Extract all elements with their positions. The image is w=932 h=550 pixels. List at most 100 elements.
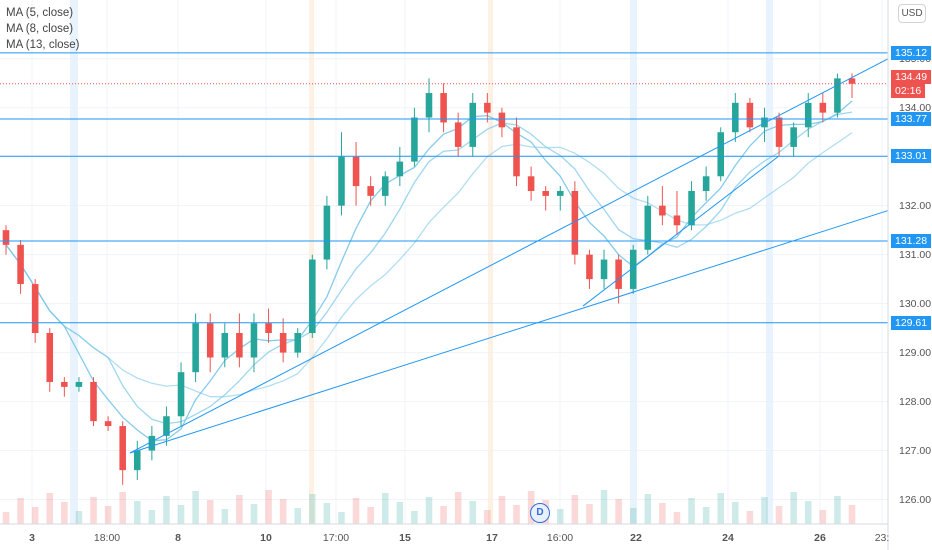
volume-bar	[236, 495, 243, 524]
candle-body[interactable]	[177, 372, 185, 417]
trend-lines[interactable]	[129, 58, 889, 454]
candle-body[interactable]	[338, 156, 345, 206]
candle-body[interactable]	[702, 176, 710, 191]
candle-body[interactable]	[133, 450, 141, 471]
volume-bar	[484, 510, 491, 524]
candle-body[interactable]	[31, 284, 39, 334]
price-tick-label: 132.00	[899, 199, 932, 212]
countdown-tag: 02:16	[891, 83, 926, 98]
moving-average-lines	[5, 100, 853, 442]
volume-bar	[163, 496, 170, 524]
volume-bar	[469, 501, 477, 524]
candle-body[interactable]	[352, 156, 360, 187]
candle-body[interactable]	[804, 102, 812, 128]
candle-body[interactable]	[775, 117, 783, 147]
volume-bar	[381, 493, 389, 524]
price-tick-label: 131.00	[899, 248, 932, 261]
volume-bar	[571, 495, 579, 524]
dividend-marker[interactable]: D	[530, 503, 550, 523]
candle-body[interactable]	[75, 381, 83, 387]
candle-body[interactable]	[221, 333, 229, 358]
currency-button[interactable]: USD	[898, 4, 926, 23]
ma-5-line	[5, 100, 853, 442]
volume-bar	[848, 505, 856, 524]
chart-grid	[0, 0, 888, 524]
candle-body[interactable]	[848, 78, 856, 84]
candle-body[interactable]	[46, 333, 54, 382]
candle-body[interactable]	[454, 122, 462, 147]
volume-bar	[615, 499, 622, 524]
candle-body[interactable]	[629, 249, 637, 289]
legend-ma8[interactable]: MA (8, close)	[6, 23, 74, 35]
candle-body[interactable]	[498, 112, 506, 128]
candle-body[interactable]	[834, 78, 841, 113]
candle-body[interactable]	[367, 186, 374, 196]
trend-line[interactable]	[129, 58, 889, 454]
candle-body[interactable]	[17, 244, 24, 285]
current-price-tag: 134.49	[891, 69, 932, 84]
candle-body[interactable]	[673, 215, 681, 226]
candlesticks[interactable]	[2, 73, 856, 485]
candle-body[interactable]	[396, 161, 404, 177]
time-tick-label: 24	[722, 532, 734, 544]
time-tick-label: 3	[29, 532, 35, 544]
candle-body[interactable]	[206, 323, 214, 358]
candle-body[interactable]	[469, 102, 477, 147]
candle-body[interactable]	[556, 190, 564, 196]
price-tick-label: 129.00	[899, 346, 932, 359]
candle-body[interactable]	[411, 117, 418, 162]
candle-body[interactable]	[279, 333, 287, 353]
volume-bar	[338, 512, 345, 524]
volume-bar	[819, 510, 827, 524]
candle-body[interactable]	[163, 416, 170, 436]
horizontal-levels[interactable]	[0, 52, 888, 324]
candle-body[interactable]	[484, 102, 491, 113]
candle-body[interactable]	[148, 435, 156, 451]
candle-body[interactable]	[192, 323, 199, 373]
volume-bar	[586, 504, 593, 524]
candle-body[interactable]	[250, 323, 258, 358]
candle-body[interactable]	[425, 93, 433, 118]
volume-bar	[790, 492, 797, 524]
candle-body[interactable]	[294, 333, 302, 353]
candle-body[interactable]	[265, 323, 272, 334]
volume-bar	[717, 493, 725, 524]
candle-body[interactable]	[717, 132, 725, 177]
candle-body[interactable]	[732, 102, 739, 133]
candle-body[interactable]	[659, 205, 666, 216]
volume-bar	[192, 491, 199, 524]
trend-line[interactable]	[582, 156, 779, 307]
time-tick-label: 18:00	[93, 532, 121, 544]
legend-ma5[interactable]: MA (5, close)	[6, 7, 74, 19]
candle-body[interactable]	[586, 254, 593, 280]
volume-bar	[294, 508, 302, 524]
candle-body[interactable]	[527, 176, 535, 191]
candle-body[interactable]	[90, 381, 97, 422]
candle-body[interactable]	[513, 127, 520, 177]
candle-body[interactable]	[61, 381, 68, 387]
candle-body[interactable]	[104, 421, 112, 427]
candle-body[interactable]	[542, 190, 549, 196]
candle-body[interactable]	[236, 333, 243, 358]
legend-ma13[interactable]: MA (13, close)	[6, 39, 80, 51]
candle-body[interactable]	[119, 426, 126, 471]
trend-line[interactable]	[129, 210, 889, 454]
candle-body[interactable]	[615, 259, 622, 289]
candle-body[interactable]	[790, 127, 797, 147]
candle-body[interactable]	[688, 190, 695, 226]
candle-body[interactable]	[323, 205, 331, 260]
volume-bar	[513, 505, 520, 524]
candle-body[interactable]	[571, 190, 579, 255]
candle-body[interactable]	[819, 102, 827, 113]
candle-body[interactable]	[2, 230, 10, 245]
candle-body[interactable]	[309, 259, 316, 334]
volume-bar	[46, 493, 54, 524]
candle-body[interactable]	[746, 102, 754, 128]
level-price-tag: 131.28	[891, 233, 932, 248]
candle-body[interactable]	[440, 93, 447, 123]
candle-body[interactable]	[381, 176, 389, 196]
candle-body[interactable]	[761, 117, 768, 128]
candle-body[interactable]	[600, 259, 608, 280]
candle-body[interactable]	[644, 205, 652, 250]
